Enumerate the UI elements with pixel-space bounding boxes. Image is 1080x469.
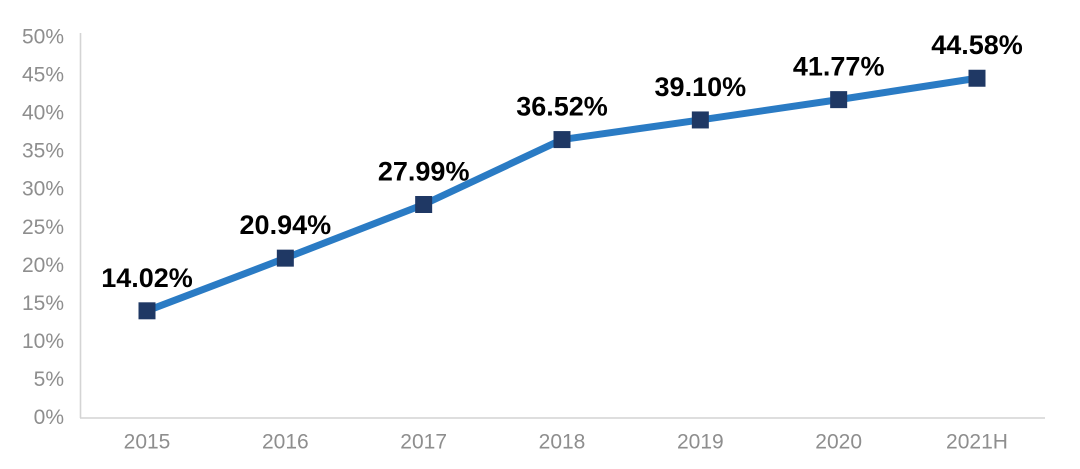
x-tick-label: 2021H (946, 431, 1008, 454)
y-tick-label: 35% (22, 140, 64, 163)
y-tick-label: 40% (22, 102, 64, 125)
data-point-label: 27.99% (378, 156, 470, 186)
data-point-marker (968, 69, 986, 87)
y-tick-label: 50% (22, 26, 64, 49)
data-point-label: 14.02% (101, 263, 193, 293)
y-tick-label: 45% (22, 64, 64, 87)
x-tick-label: 2015 (124, 431, 171, 454)
y-tick-label: 15% (22, 292, 64, 315)
y-tick-label: 20% (22, 254, 64, 277)
data-point-label: 36.52% (516, 92, 608, 122)
y-tick-label: 30% (22, 178, 64, 201)
data-point-label: 41.77% (793, 52, 885, 82)
data-point-marker (830, 91, 848, 109)
data-point-label: 44.58% (931, 30, 1023, 60)
y-tick-label: 10% (22, 330, 64, 353)
y-tick-label: 25% (22, 216, 64, 239)
data-point-marker (138, 302, 156, 320)
y-tick-label: 5% (34, 368, 64, 391)
data-point-label: 20.94% (240, 210, 332, 240)
y-tick-label: 0% (34, 406, 64, 429)
x-tick-label: 2019 (677, 431, 724, 454)
x-tick-label: 2017 (400, 431, 447, 454)
data-point-marker (691, 111, 709, 129)
x-tick-label: 2016 (262, 431, 309, 454)
data-point-marker (553, 131, 571, 149)
data-point-marker (415, 195, 433, 213)
data-point-marker (276, 249, 294, 267)
data-point-label: 39.10% (655, 72, 747, 102)
x-tick-label: 2020 (815, 431, 862, 454)
x-tick-label: 2018 (539, 431, 586, 454)
